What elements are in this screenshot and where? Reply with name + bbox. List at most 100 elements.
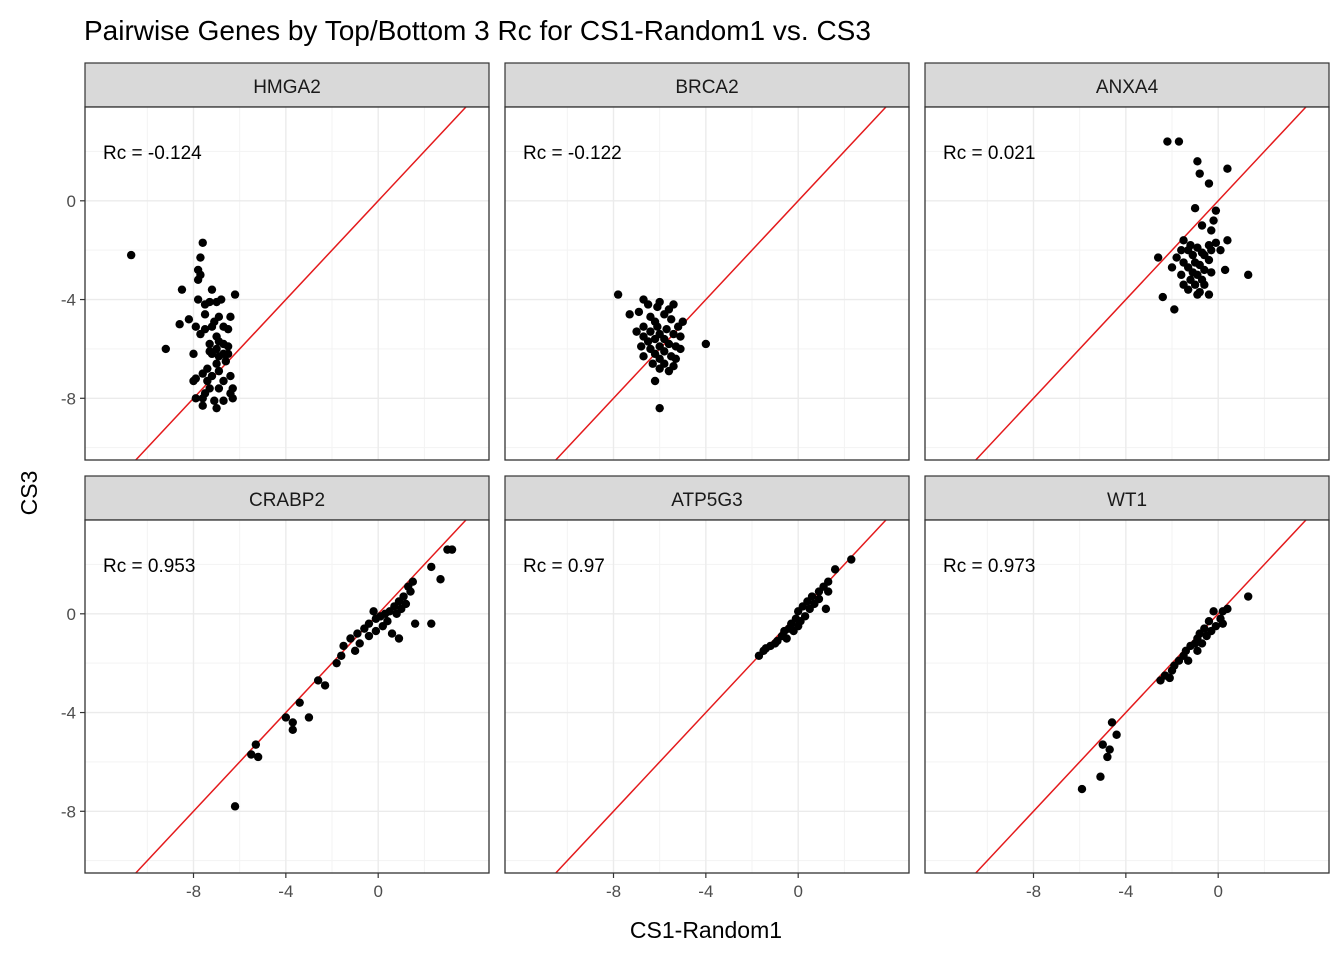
facet-panel-anxa4: ANXA4 Rc = 0.021 — [924, 62, 1330, 461]
data-point — [369, 607, 378, 616]
data-point — [447, 545, 457, 554]
rc-annotation: Rc = -0.122 — [523, 143, 622, 164]
data-point — [1170, 305, 1179, 314]
facet-panel-crabp2: CRABP2 Rc = 0.953 0 -4 -8 -8 -4 0 — [61, 475, 490, 901]
x-tick-label: -4 — [278, 882, 293, 901]
data-point — [1107, 718, 1117, 727]
strip-label: HMGA2 — [253, 77, 321, 98]
data-point — [1244, 592, 1253, 601]
data-point — [1200, 265, 1209, 275]
data-point — [1172, 253, 1181, 262]
x-tick-label: -4 — [1118, 882, 1133, 901]
data-point — [364, 631, 374, 641]
data-point — [1096, 772, 1105, 781]
data-point — [1177, 270, 1186, 280]
data-point — [782, 634, 791, 643]
identity-reference-line — [975, 106, 1307, 461]
panel-background — [505, 520, 909, 873]
data-point — [281, 713, 291, 722]
data-point — [198, 394, 207, 403]
data-point — [189, 349, 198, 359]
y-tick-label: -4 — [61, 291, 76, 310]
data-point — [830, 565, 840, 574]
data-point — [814, 587, 824, 596]
data-point — [394, 634, 404, 643]
data-point — [639, 352, 648, 361]
data-point — [427, 562, 436, 572]
data-point — [1223, 164, 1232, 173]
data-point — [653, 302, 662, 312]
data-point — [346, 634, 355, 643]
strip-background — [504, 475, 910, 521]
data-point — [320, 681, 330, 690]
data-point — [1179, 236, 1188, 245]
data-point — [701, 339, 711, 349]
facet-panel-brca2: BRCA2 Rc = -0.122 — [504, 62, 910, 461]
identity-reference-line — [975, 519, 1307, 874]
strip-label: ATP5G3 — [671, 490, 742, 511]
data-point — [175, 320, 184, 329]
data-point — [824, 587, 833, 596]
panel-border — [924, 519, 1330, 874]
data-point — [230, 802, 240, 811]
data-point — [200, 300, 210, 309]
data-point — [196, 329, 205, 339]
strip-label: WT1 — [1107, 490, 1147, 511]
data-point — [1216, 245, 1225, 255]
data-point — [660, 310, 669, 319]
data-point — [650, 376, 660, 386]
data-point — [313, 676, 323, 685]
x-tick-label: 0 — [793, 882, 802, 901]
data-point — [625, 310, 634, 319]
data-point — [639, 322, 648, 331]
data-point — [664, 366, 674, 376]
data-point — [650, 334, 660, 344]
data-point — [191, 394, 201, 403]
data-point — [1153, 253, 1163, 262]
data-point — [378, 621, 388, 631]
data-point — [1197, 639, 1207, 648]
data-point — [219, 396, 228, 405]
data-point — [637, 342, 646, 351]
data-point — [1193, 157, 1202, 166]
data-point — [288, 718, 297, 727]
data-point — [355, 639, 364, 648]
data-point — [207, 285, 217, 294]
data-point — [676, 332, 685, 341]
data-point — [1177, 245, 1186, 255]
data-point — [212, 403, 221, 413]
data-point — [648, 359, 657, 368]
data-point — [219, 376, 228, 386]
data-point — [1183, 285, 1193, 294]
data-point — [1204, 290, 1214, 299]
y-tick-label: -4 — [61, 704, 76, 723]
data-point — [1098, 740, 1107, 749]
data-point — [196, 253, 205, 262]
data-point — [339, 641, 348, 651]
data-point — [1218, 607, 1228, 616]
data-point — [793, 607, 803, 616]
data-point — [1211, 238, 1221, 247]
data-point — [1204, 179, 1214, 188]
strip-background — [924, 475, 1330, 521]
data-point — [655, 403, 664, 413]
y-tick-label: 0 — [67, 605, 76, 624]
data-point — [228, 394, 237, 403]
data-point — [410, 619, 420, 628]
data-point — [1204, 617, 1214, 626]
data-point — [126, 250, 136, 260]
x-axis-title: CS1-Random1 — [630, 917, 782, 943]
data-point — [214, 384, 224, 393]
data-point — [789, 626, 798, 636]
data-point — [1156, 676, 1165, 685]
data-point — [1197, 221, 1207, 230]
panel-border — [924, 106, 1330, 461]
data-point — [613, 290, 623, 299]
strip-background — [84, 62, 490, 108]
data-point — [1193, 290, 1202, 299]
data-point — [1209, 216, 1218, 225]
data-point — [1174, 137, 1184, 146]
panel-border — [504, 106, 910, 461]
x-tick-label: -8 — [1026, 882, 1041, 901]
